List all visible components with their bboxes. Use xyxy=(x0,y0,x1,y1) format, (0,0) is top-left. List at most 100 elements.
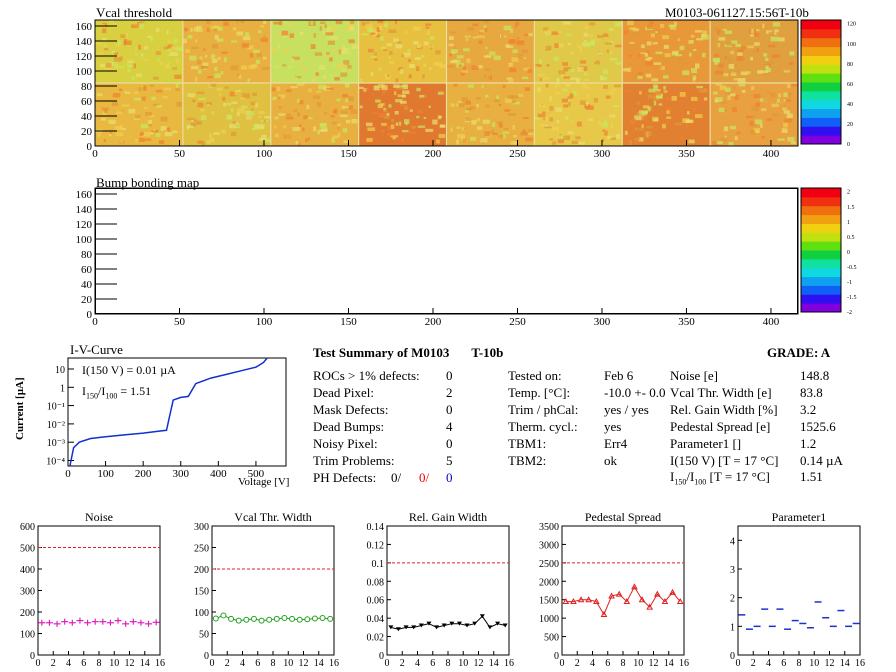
heatmap-noise xyxy=(650,33,655,38)
summary-point xyxy=(304,616,311,623)
iv-ytick-label: 1 xyxy=(60,383,65,394)
heatmap-noise xyxy=(278,113,286,116)
heatmap-noise xyxy=(712,91,718,95)
heatmap-noise xyxy=(479,29,485,33)
heatmap-noise xyxy=(677,56,684,62)
heatmap-noise xyxy=(546,64,550,67)
heatmap-noise xyxy=(312,95,321,99)
heatmap-noise xyxy=(160,126,168,130)
heatmap-noise xyxy=(399,101,405,107)
heatmap-noise xyxy=(488,51,496,56)
summary-ytick-label: 300 xyxy=(194,522,209,533)
heatmap-noise xyxy=(685,123,688,128)
heatmap-noise xyxy=(421,55,425,58)
heatmap-noise xyxy=(595,37,600,41)
heatmap-noise xyxy=(120,56,123,61)
bump-colorbar-label: -1 xyxy=(847,280,852,286)
summary-point xyxy=(676,598,684,605)
module-id-label: M0103-061127.15:56T-10b xyxy=(665,5,809,20)
summary-xtick-label: 10 xyxy=(283,658,293,669)
heatmap-noise xyxy=(102,112,107,116)
heatmap-noise xyxy=(727,57,732,63)
heatmap-noise xyxy=(520,131,529,136)
heatmap-noise xyxy=(773,32,777,35)
ratio-param-row: I150/I100 [T = 17 °C] 1.51 xyxy=(670,469,823,487)
summary-xtick-label: 2 xyxy=(400,658,405,669)
heatmap-noise xyxy=(786,84,791,88)
heatmap-noise xyxy=(144,45,149,50)
heatmap-noise xyxy=(147,35,152,39)
summary-ytick-label: 0.02 xyxy=(367,633,385,644)
heatmap-noise xyxy=(164,132,173,137)
heatmap-noise xyxy=(213,132,220,135)
heatmap-noise xyxy=(109,131,112,135)
heatmap-noise xyxy=(195,27,203,32)
heatmap-noise xyxy=(634,127,639,131)
heatmap-noise xyxy=(583,42,591,48)
heatmap-noise xyxy=(398,66,404,71)
heatmap-noise xyxy=(149,115,155,118)
heatmap-noise xyxy=(451,49,458,54)
bump-colorbar-band xyxy=(801,250,841,260)
heatmap-noise xyxy=(580,100,586,105)
heatmap-noise xyxy=(236,89,241,92)
heatmap-noise xyxy=(114,126,122,130)
heatmap-noise xyxy=(487,76,491,80)
heatmap-noise xyxy=(724,91,732,95)
heatmap-noise xyxy=(614,22,623,27)
heatmap-noise xyxy=(226,103,232,106)
heatmap-noise xyxy=(465,109,469,113)
heatmap-noise xyxy=(334,77,340,81)
summary-xtick-label: 4 xyxy=(240,658,245,669)
heatmap-noise xyxy=(298,141,301,147)
heatmap-noise xyxy=(372,111,378,114)
heatmap-noise xyxy=(392,136,396,140)
heatmap-noise xyxy=(751,86,755,91)
heatmap-noise xyxy=(496,121,503,124)
heatmap-noise xyxy=(666,107,673,112)
heatmap-noise xyxy=(425,26,430,29)
heatmap-noise xyxy=(765,67,771,73)
heatmap-noise xyxy=(642,112,647,116)
bump-colorbar-band xyxy=(801,205,841,216)
summary-point xyxy=(289,615,296,622)
summary-xtick-label: 16 xyxy=(329,658,339,669)
vcal-xtick-label: 250 xyxy=(509,148,526,160)
param-row: I(150 V) [T = 17 °C] 0.14 µA xyxy=(670,453,843,469)
summary-xtick-label: 8 xyxy=(621,658,626,669)
heatmap-noise xyxy=(331,138,335,143)
summary-point xyxy=(646,603,654,610)
info-row: Tested on: Feb 6 xyxy=(508,368,633,384)
heatmap-noise xyxy=(691,107,697,112)
heatmap-noise xyxy=(753,94,761,99)
heatmap-noise xyxy=(762,73,770,76)
summary-series-line xyxy=(215,614,331,622)
heatmap-noise xyxy=(100,117,106,121)
heatmap-noise xyxy=(608,41,613,44)
heatmap-noise xyxy=(469,136,477,141)
heatmap-noise xyxy=(626,49,630,52)
heatmap-noise xyxy=(665,97,671,102)
heatmap-noise xyxy=(365,122,373,127)
heatmap-noise xyxy=(745,115,753,119)
bump-ytick-label: 140 xyxy=(76,204,93,216)
heatmap-noise xyxy=(223,21,229,26)
heatmap-noise xyxy=(585,94,590,98)
heatmap-noise xyxy=(155,51,162,55)
heatmap-noise xyxy=(757,70,763,74)
heatmap-noise xyxy=(508,78,514,83)
heatmap-noise xyxy=(686,119,693,123)
vcal-colorbar-band xyxy=(801,90,841,101)
heatmap-noise xyxy=(341,105,349,109)
heatmap-noise xyxy=(698,89,707,93)
heatmap-noise xyxy=(383,48,388,52)
summary-point xyxy=(464,623,470,628)
heatmap-noise xyxy=(285,116,294,120)
heatmap-noise xyxy=(671,96,677,101)
heatmap-noise xyxy=(609,50,612,55)
iv-curve xyxy=(69,357,268,467)
heatmap-noise xyxy=(723,126,729,132)
heatmap-noise xyxy=(115,111,124,114)
defect-label: ROCs > 1% defects: xyxy=(313,368,420,383)
heatmap-noise xyxy=(290,86,298,89)
